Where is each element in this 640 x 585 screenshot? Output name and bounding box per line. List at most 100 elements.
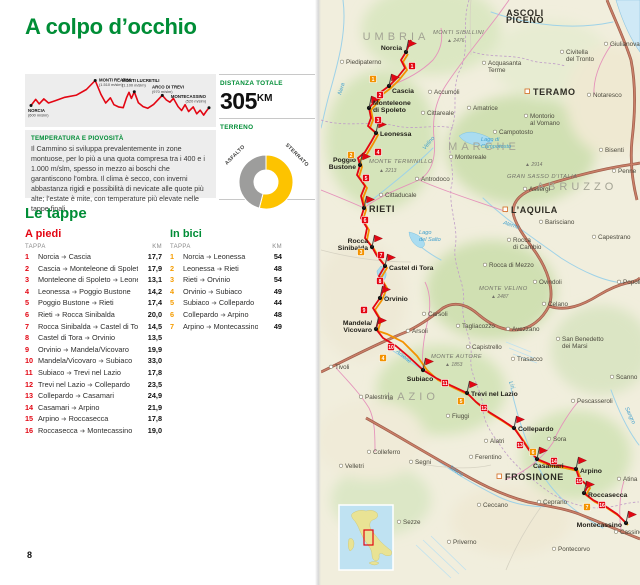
stage-km: 48 [273,309,282,319]
stage-label: Collepardo [518,426,554,433]
donut-slice-asfalto [238,154,267,209]
stage-number: 8 [25,333,30,343]
town-label: Montereale [455,154,487,161]
stage-row: 15 Arpino ➜ Roccasecca 17,8 [25,414,162,426]
water-label: Liri [507,381,515,391]
town-label: Acquasanta Terme [488,60,522,74]
svg-text:4: 4 [382,356,385,362]
svg-text:4: 4 [377,150,380,156]
stage-label: Monteleone di Spoleto [373,100,411,114]
col-km: KM [152,244,162,250]
region-borders [320,0,640,509]
town-dot [408,459,414,464]
svg-text:3: 3 [377,118,380,124]
town-label: Montorio al Vomano [530,113,560,127]
stage-km: 17,9 [147,263,162,273]
stage-row: 13 Collepardo ➜ Casamari 24,9 [25,391,162,403]
svg-text:9: 9 [363,308,366,314]
stage-number: 6 [25,309,30,319]
stage-town-dot [511,425,517,431]
route-badge [583,503,591,511]
town-dot [522,186,528,191]
stage-number: 3 [170,275,175,285]
region-label: MARCHE [448,141,520,153]
stage-km: 13,5 [147,333,162,343]
town-label: Tivoli [335,364,349,371]
town-label: Notaresco [593,92,622,99]
peak-e-label: ▲ 2213 [379,168,397,174]
stage-km: 49 [273,321,282,331]
stage-label: Leonessa [380,131,412,138]
peak-label: MONTE AUTORE [431,354,482,360]
stage-name: Rieti ➜ Orvinio [183,275,231,285]
town-dot [551,546,557,551]
stage-label: Mandela/Vicovaro [343,320,372,334]
town-label: Capistrello [472,344,502,351]
stage-number: 12 [25,379,34,389]
town-label: Ceccano [483,502,508,509]
stage-km: 54 [273,275,282,285]
route-badge [361,216,369,224]
stage-number: 4 [25,286,30,296]
stage-number: 16 [25,425,34,435]
terrain-shading [316,0,640,555]
stage-row: 14 Casamari ➜ Arpino 21,9 [25,403,162,415]
route-badge [376,277,384,285]
stage-flag-marker [375,316,387,330]
svg-text:14: 14 [551,459,557,465]
stage-flag-marker [384,253,396,267]
svg-text:13: 13 [517,443,523,449]
peak-label: MONTE VELINO [479,286,528,292]
stage-number: 2 [170,263,175,273]
peak-label: ARCO DI TREVI [152,85,184,90]
town-dot [546,436,552,441]
town-dot [541,301,547,306]
climate-heading: TEMPERATURA E PIOVOSITÀ [31,135,124,142]
cycling-table-header: TAPPA KM [170,244,282,250]
town-dot [483,438,489,443]
town-dot [505,326,511,331]
svg-text:11: 11 [442,381,448,387]
stage-number: 15 [25,414,34,424]
walking-table-header: TAPPA KM [25,244,162,250]
elevation-profile-svg: NORCIA(600 m/slm) MONTI REATINI(1.510 m/s… [25,74,216,127]
peak-label: MONTI SIBILLINI [433,30,484,36]
stage-flag-marker [359,152,371,166]
stage-name: Orvinio ➜ Subiaco [183,286,242,296]
town-dot [611,168,617,173]
town-dot [559,49,565,54]
town-label: Capestrano [598,234,631,241]
town-dot [414,176,420,181]
stage-label: Poggio Bustone [329,157,356,171]
peak-label: GRAN SASSO D’ITALIA [507,174,577,180]
stage-label: Roccasecca [588,492,628,499]
water-label: Lago di Campotosto [481,137,511,150]
town-dot [613,529,619,534]
route-badge [377,251,385,259]
route-badge [362,174,370,182]
svg-text:1: 1 [372,77,375,83]
stage-flag-marker [466,380,478,394]
town-label: Penne [618,168,637,175]
peak-label: MONTECASSINO [171,94,207,99]
region-label: UMBRIA [363,31,430,43]
town-label: Palestrina [365,394,393,401]
city-major-label: FROSINONE [505,472,564,482]
stage-flag-marker [625,510,637,524]
town-label: Rocca di Mezzo [489,262,534,269]
peak-elevation: (1.510 m/slm) [99,82,123,87]
stage-row: 2 Cascia ➜ Monteleone di Spoleto 17,9 [25,264,162,276]
stage-label: Arpino [580,468,602,475]
stage-number: 4 [170,286,175,296]
stage-km: 17,7 [147,252,162,261]
stage-row: 1 Norcia ➜ Cascia 17,7 [25,252,162,264]
stage-number: 13 [25,391,34,401]
stage-label: Casamari [533,463,564,470]
stage-name: Subiaco ➜ Collepardo [183,298,255,308]
town-label: Trasacco [517,356,543,363]
stage-flag-marker [368,95,380,109]
stage-name: Collepardo ➜ Arpino [183,309,249,319]
stage-name: Rieti ➜ Rocca Sinibalda [38,309,115,319]
stage-markers: Norcia Cascia Monteleone di Spoleto Leonessa… [329,39,637,529]
town-label: Bisenti [605,147,624,154]
